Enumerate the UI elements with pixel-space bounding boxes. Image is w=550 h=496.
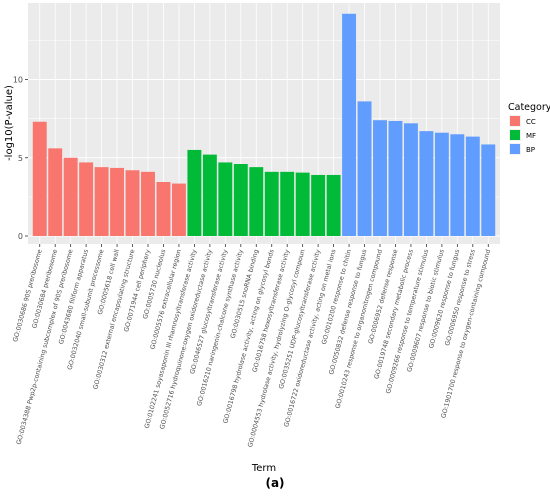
bar [218, 162, 233, 236]
bar [295, 172, 310, 236]
bar [264, 171, 279, 236]
legend-label: CC [526, 118, 536, 126]
legend-title: Category [508, 102, 550, 113]
bar [434, 132, 449, 236]
legend: Category CC MF BP [508, 102, 550, 155]
bar [419, 131, 434, 236]
bar [373, 120, 387, 236]
bar [280, 171, 295, 236]
bar [233, 164, 248, 236]
bar [326, 174, 341, 236]
bar [342, 13, 357, 236]
bar [125, 170, 140, 236]
bar [110, 167, 125, 236]
y-axis-ticks: 0 5 10 [13, 76, 28, 241]
legend-swatch [510, 144, 520, 154]
y-tick-label: 5 [18, 154, 23, 163]
bar [249, 167, 264, 236]
bar [156, 182, 171, 236]
y-tick-label: 10 [13, 76, 23, 85]
panel-label: (a) [265, 476, 285, 490]
bar [48, 148, 63, 236]
bar [311, 174, 326, 236]
bar [79, 162, 94, 236]
x-axis-title: Term [251, 463, 276, 474]
bar [481, 144, 496, 236]
bar [141, 171, 155, 236]
bar [202, 154, 217, 236]
bar [94, 167, 109, 236]
bar [63, 157, 78, 236]
bar [388, 120, 403, 236]
legend-entries: CC MF BP [509, 115, 536, 155]
legend-swatch [510, 116, 520, 126]
bar [187, 149, 202, 236]
legend-swatch [510, 130, 520, 140]
bar [403, 123, 418, 236]
legend-label: MF [526, 132, 536, 140]
bars [32, 13, 496, 236]
bar [450, 134, 465, 236]
bar [171, 183, 186, 236]
bar [357, 101, 372, 236]
legend-label: BP [526, 146, 535, 154]
y-tick-label: 0 [18, 232, 23, 241]
y-axis-title: -log10(P-value) [4, 85, 15, 161]
bar [32, 121, 47, 236]
bar [465, 136, 480, 236]
